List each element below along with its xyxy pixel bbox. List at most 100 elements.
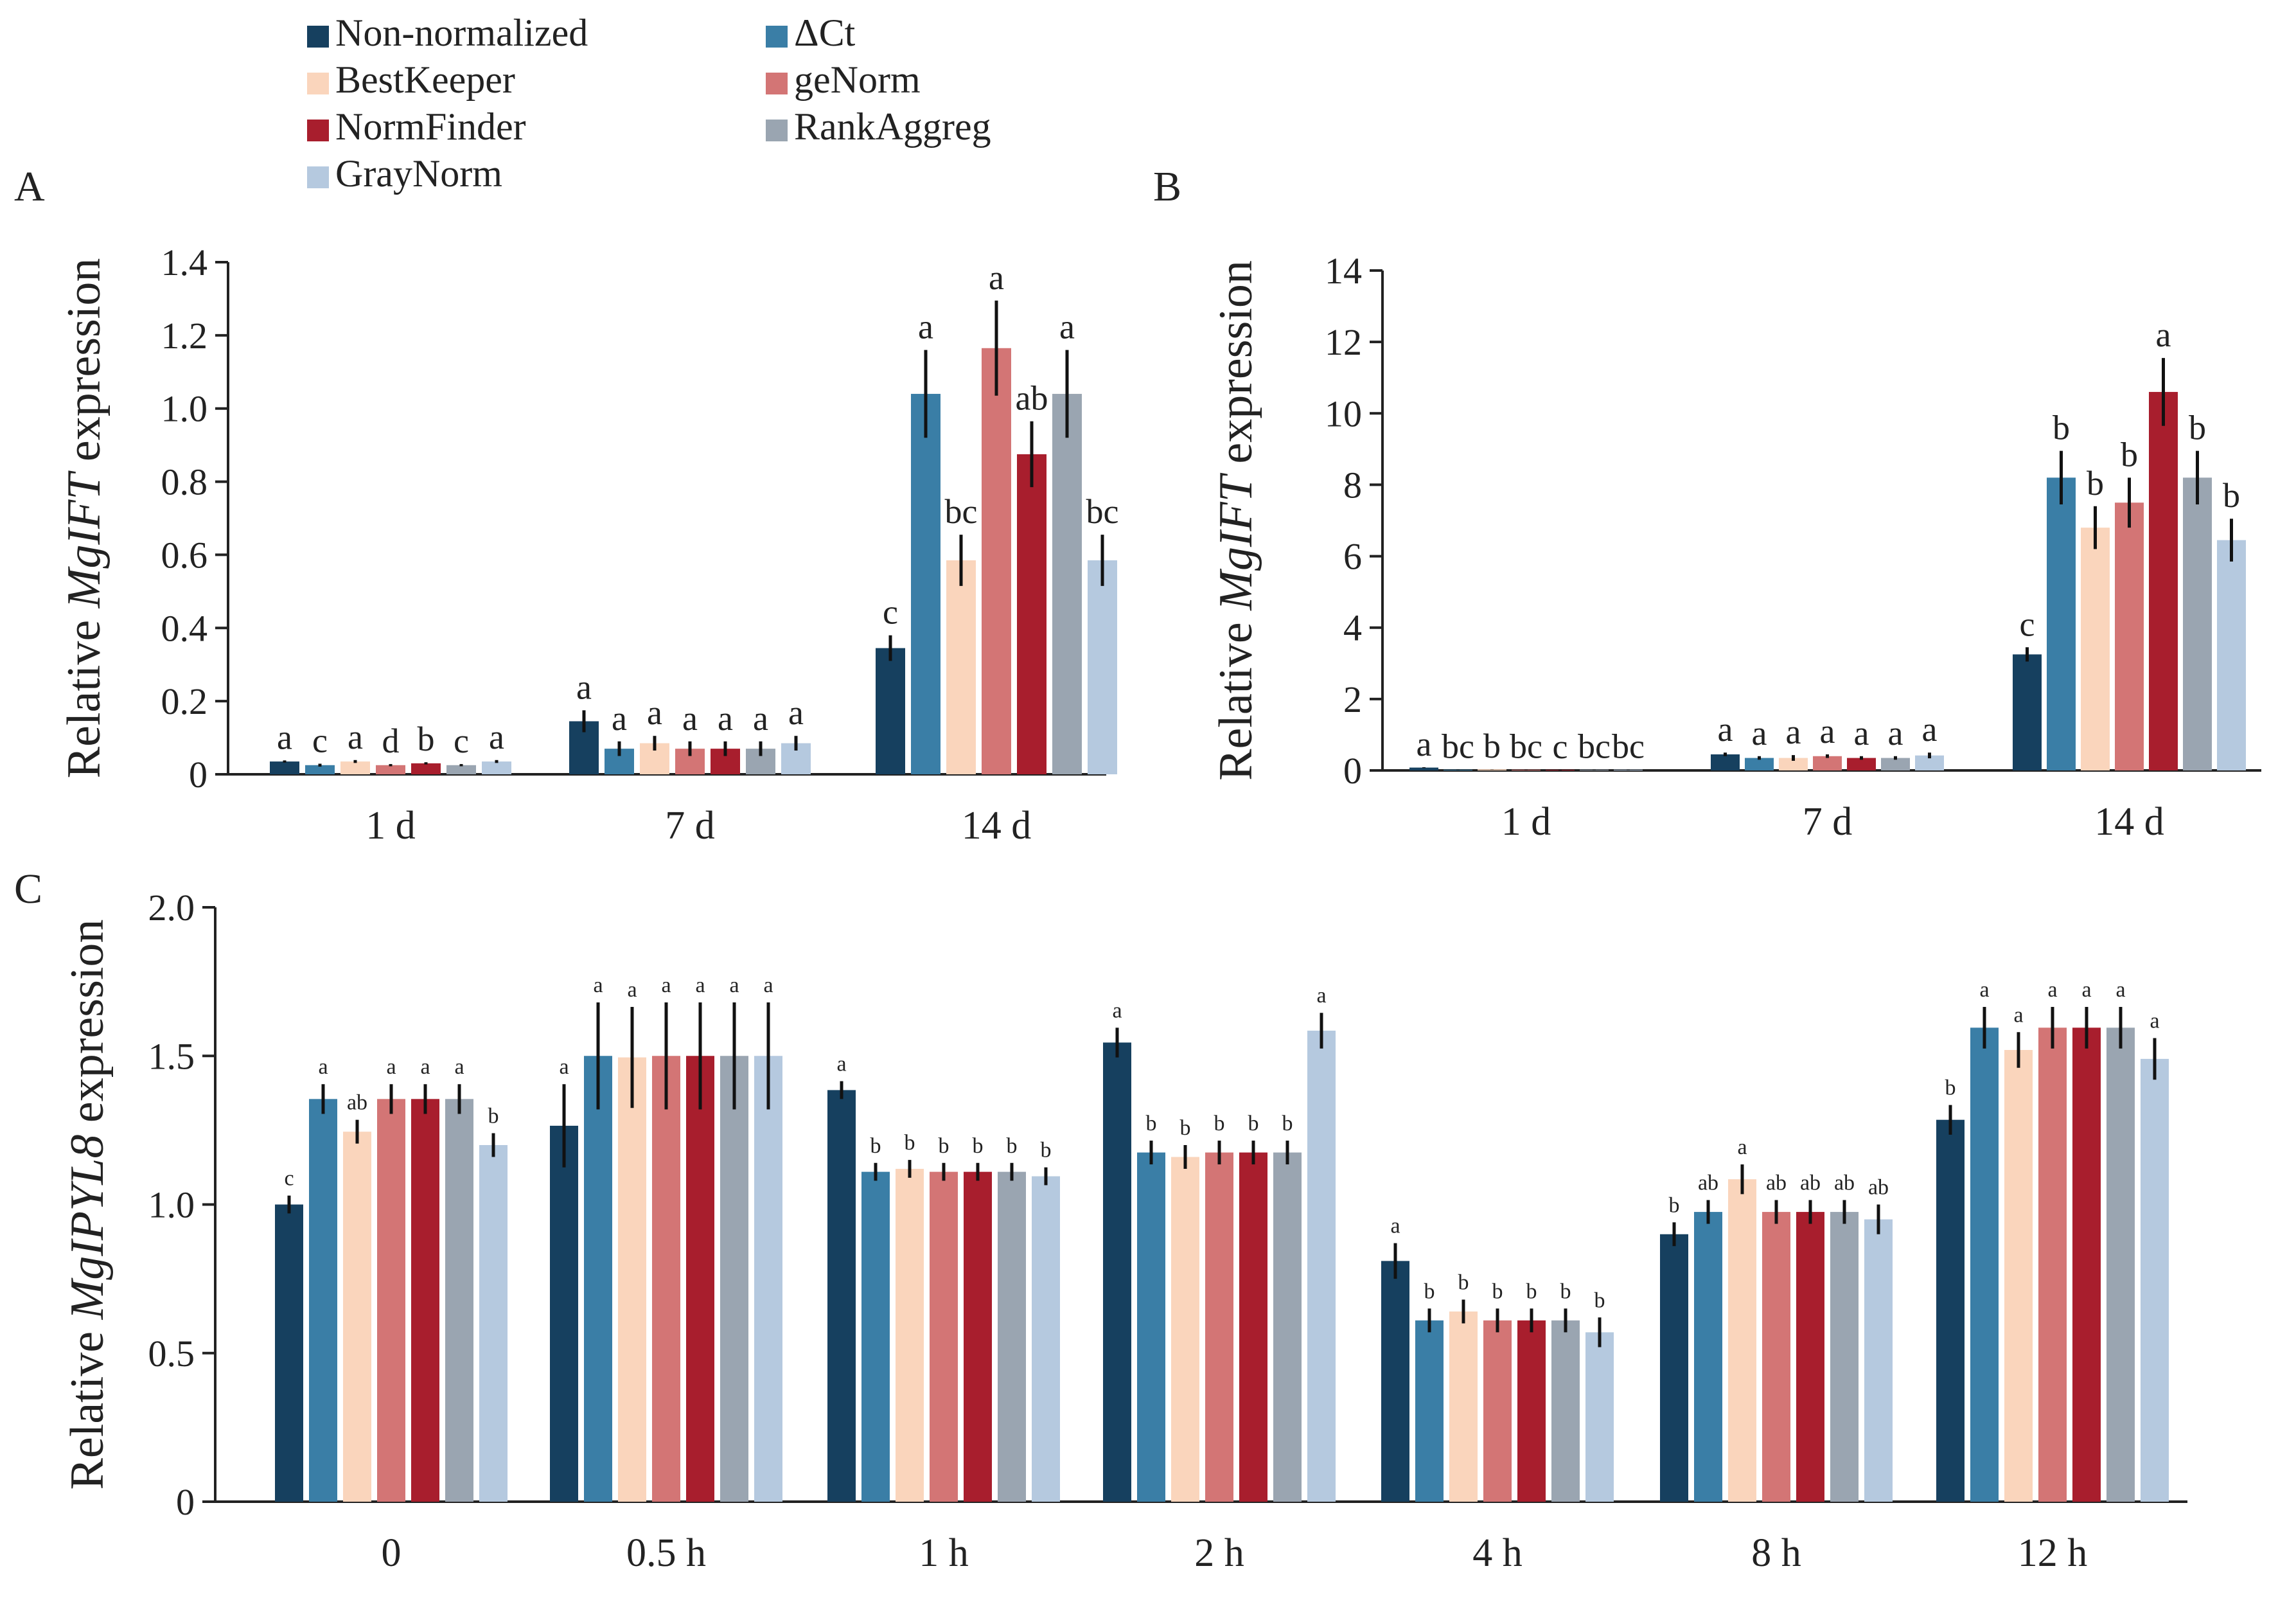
panel-a-sig-letter: d [382,722,400,760]
panel-a-y-tick-label: 0.4 [161,607,208,649]
panel-c-bar-genorm [377,1099,405,1502]
panel-c-sig-letter: a [763,973,773,997]
panel-c-sig-letter: a [729,973,739,997]
panel-b-sig-letter: a [1786,713,1801,751]
panel-a-bar-delta_ct [305,765,335,774]
panel-c-sig-letter: ab [1868,1176,1889,1200]
panel-a-category-label: 1 d [366,804,416,848]
panel-c-sig-letter: a [386,1055,396,1079]
panel-c-bar-graynorm [479,1145,508,1502]
legend-swatch-rankaggreg [766,120,788,141]
panel-a-y-tick-label: 0.8 [161,461,208,503]
panel-c-bar-bestkeeper [1171,1157,1199,1502]
panel-c-sig-letter: a [454,1055,464,1079]
panel-a-bar-graynorm [1088,560,1117,774]
panel-a-ylabel-suffix: expression [58,258,110,474]
panel-c-bar-graynorm [1032,1176,1060,1502]
panel-c-bar-genorm [1762,1212,1790,1502]
panel-a-bar-rankaggreg [1052,393,1082,774]
panel-c-sig-letter: a [1316,984,1326,1008]
panel-a-bar-normfinder [411,763,441,774]
panel-c-sig-letter: a [420,1055,430,1079]
panel-c-sig-letter: b [488,1105,499,1128]
panel-b-letter: B [1153,163,1181,210]
panel-b-bar-rankaggreg [1881,758,1910,770]
panel-c-bar-delta_ct [861,1171,890,1502]
panel-a-bar-normfinder [1017,454,1046,774]
panel-a-bar-genorm [982,348,1011,774]
panel-b-y-tick-label: 0 [1343,750,1362,792]
panel-a-sig-letter: a [647,693,662,732]
panel-c-sig-letter: ab [347,1091,367,1115]
panel-c-sig-letter: ab [1698,1171,1718,1195]
panel-a-sig-letter: a [718,699,733,738]
panel-c-bar-normfinder [964,1171,992,1502]
legend-label-non_normalized: Non-normalized [335,12,588,54]
panel-c-bar-rankaggreg [1551,1320,1580,1502]
panel-b-sig-letter: a [1854,714,1869,752]
panel-c-bar-bestkeeper [618,1057,646,1502]
legend-swatch-non_normalized [307,26,329,48]
panel-c-sig-letter: a [559,1055,569,1079]
panel-b-bar-bestkeeper [1478,769,1506,770]
panel-b-y-tick-label: 12 [1325,321,1362,363]
panel-a-sig-letter: ab [1016,379,1048,418]
panel-c-sig-letter: a [593,973,603,997]
panel-b-y-tick-label: 4 [1343,607,1362,649]
panel-b-bar-graynorm [2217,540,2246,770]
panel-c-sig-letter: a [1737,1135,1747,1159]
panel-b-y-axis-title: Relative MgIFT expression [1210,260,1262,781]
panel-b-sig-letter: a [1417,725,1432,763]
panel-a-ylabel-prefix: Relative [58,608,110,778]
panel-b-sig-letter: c [1553,727,1568,766]
panel-b-bar-delta_ct [1745,758,1774,770]
panel-b-y-tick-label: 8 [1343,464,1362,506]
panel-c-bar-rankaggreg [1830,1212,1859,1502]
panel-c-bar-bestkeeper [2004,1050,2033,1502]
panel-b-bar-graynorm [1915,755,1944,770]
panel-b-bar-delta_ct [2047,477,2076,770]
panel-c-sig-letter: a [1390,1214,1400,1238]
panel-b-ylabel-prefix: Relative [1210,610,1262,781]
panel-a-bar-rankaggreg [446,765,476,774]
panel-c-category-label: 1 h [919,1531,969,1575]
panel-c-ylabel-suffix: expression [61,920,114,1135]
panel-c-bar-non_normalized [1381,1261,1409,1502]
panel-b-sig-letter: bc [1612,727,1645,766]
panel-c-sig-letter: b [1424,1279,1435,1303]
panel-c-bar-delta_ct [1694,1212,1722,1502]
panel-b-bar-bestkeeper [2081,528,2110,770]
panel-b-y-tick-label: 14 [1325,250,1362,292]
panel-a-sig-letter: a [576,668,592,706]
panel-c-sig-letter: a [695,973,705,997]
legend-swatch-genorm [766,73,788,94]
panel-c-bar-normfinder [411,1099,439,1502]
panel-c-bar-bestkeeper [1449,1311,1478,1502]
panel-a-bar-genorm [376,765,405,774]
panel-a-ylabel-gene: MgIFT [58,470,110,609]
panel-c-sig-letter: a [2115,978,2125,1002]
panel-c-sig-letter: b [1146,1112,1157,1135]
panel-c-sig-letter: b [1560,1279,1571,1303]
panel-c-bar-genorm [1205,1152,1233,1502]
panel-b-bar-bestkeeper [1779,758,1808,770]
panel-c-ylabel-prefix: Relative [61,1319,114,1489]
panel-c-sig-letter: ab [1766,1171,1787,1195]
panel-b-sig-letter: b [1483,727,1501,765]
panel-c-sig-letter: a [2150,1009,2159,1033]
panel-b-bar-rankaggreg [2183,477,2212,770]
panel-a-sig-letter: c [883,593,898,632]
panel-c-bar-rankaggreg [445,1099,473,1502]
panel-c-sig-letter: b [905,1131,915,1155]
panel-b-bar-genorm [1813,756,1842,770]
panel-a-category-label: 7 d [665,804,715,848]
panel-b-ylabel-gene: MgIFT [1210,472,1262,610]
panel-c-sig-letter: b [870,1134,881,1158]
panel-b-category-label: 14 d [2094,800,2164,844]
panel-c-bar-delta_ct [309,1099,337,1502]
legend-label-rankaggreg: RankAggreg [794,105,991,148]
panel-a-sig-letter: a [753,699,768,738]
panel-c-sig-letter: a [318,1055,328,1079]
